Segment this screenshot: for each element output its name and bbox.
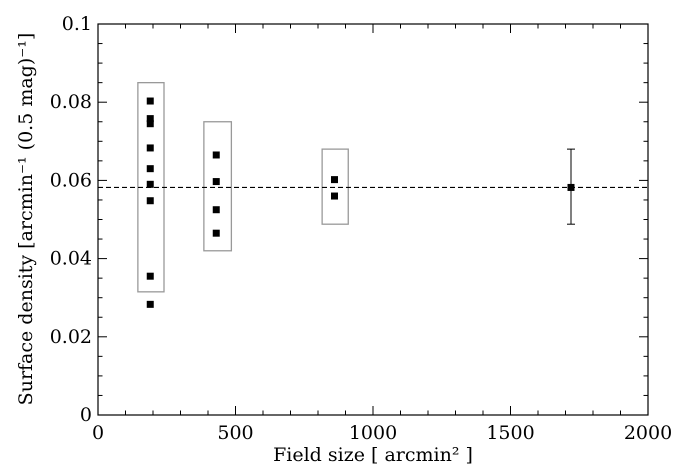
data-point-1 bbox=[146, 115, 154, 123]
x-tick-label: 2000 bbox=[624, 422, 672, 444]
data-point-10 bbox=[212, 178, 220, 186]
x-tick-label: 0 bbox=[92, 422, 104, 444]
y-tick-label: 0.02 bbox=[50, 326, 92, 348]
axis-ticks bbox=[97, 23, 649, 416]
range-box-2 bbox=[321, 148, 349, 225]
x-tick-labels: 0 500 1000 1500 2000 bbox=[92, 422, 672, 444]
error-bar-point bbox=[567, 183, 575, 191]
data-point-5 bbox=[146, 180, 154, 188]
y-tick-label: 0 bbox=[80, 404, 92, 426]
data-point-4 bbox=[146, 165, 154, 173]
y-tick-labels: 0 0.02 0.04 0.06 0.08 0.1 bbox=[50, 13, 92, 426]
y-axis-title: Surface density [arcmin⁻¹ (0.5 mag)⁻¹] bbox=[15, 33, 37, 406]
data-point-12 bbox=[212, 229, 220, 237]
x-tick-label: 1000 bbox=[349, 422, 397, 444]
data-point-14 bbox=[331, 192, 338, 200]
data-point-9 bbox=[212, 151, 220, 159]
x-tick-label: 1500 bbox=[486, 422, 534, 444]
range-box-1 bbox=[203, 121, 233, 252]
data-point-8 bbox=[146, 300, 154, 308]
plot-frame bbox=[97, 23, 649, 416]
data-point-13 bbox=[331, 176, 338, 184]
data-point-11 bbox=[212, 206, 220, 214]
x-axis-title: Field size [ arcmin² ] bbox=[273, 444, 473, 466]
data-point-6 bbox=[146, 197, 154, 205]
data-point-0 bbox=[146, 97, 154, 105]
y-tick-label: 0.08 bbox=[50, 91, 92, 113]
data-point-2 bbox=[146, 120, 154, 128]
x-tick-label: 500 bbox=[217, 422, 253, 444]
error-bar-layer bbox=[567, 148, 575, 225]
y-tick-label: 0.1 bbox=[62, 13, 92, 35]
y-tick-label: 0.04 bbox=[50, 248, 92, 270]
data-point-7 bbox=[146, 272, 154, 280]
data-points bbox=[146, 97, 338, 308]
data-point-3 bbox=[146, 144, 154, 152]
y-tick-label: 0.06 bbox=[50, 169, 92, 191]
